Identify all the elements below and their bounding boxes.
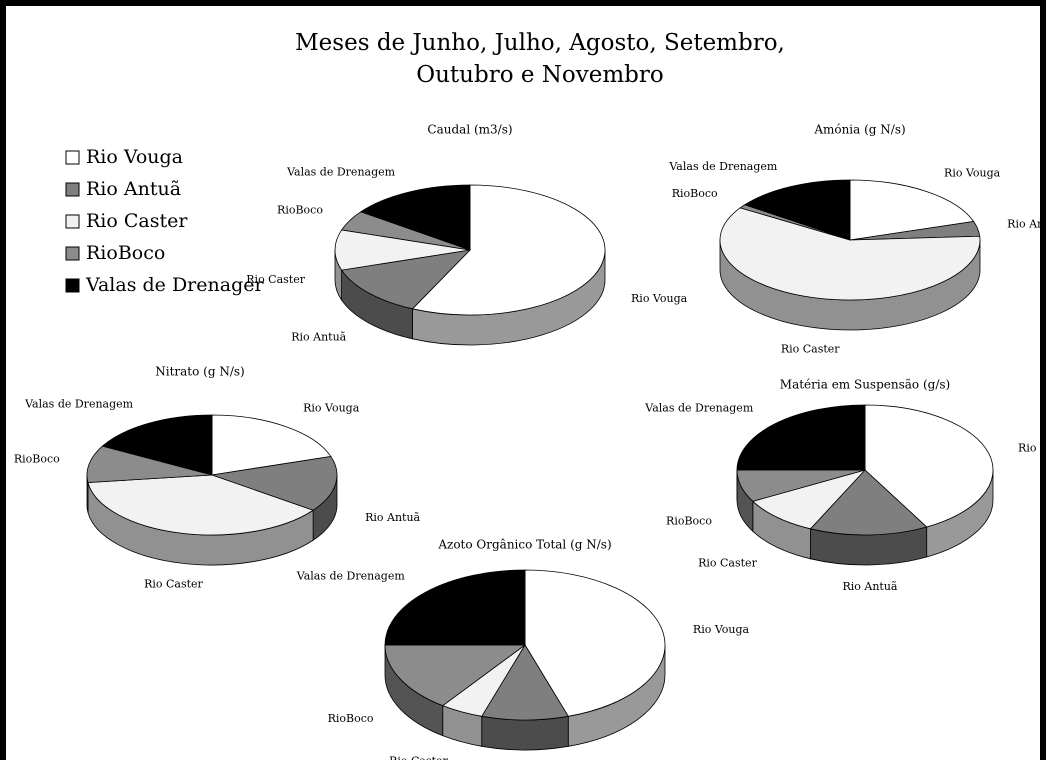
slice-label: Rio Vouga bbox=[631, 292, 688, 305]
pie-slice bbox=[524, 569, 666, 717]
slice-label: RioBoco bbox=[277, 204, 323, 217]
pie-title: Amónia (g N/s) bbox=[813, 123, 905, 137]
slice-label: Rio Antuã bbox=[291, 331, 346, 344]
slice-label: Valas de Drenagem bbox=[24, 397, 134, 410]
pie-slice bbox=[411, 184, 606, 316]
pie-slice bbox=[334, 229, 471, 271]
legend-swatch bbox=[65, 182, 80, 197]
slice-label: Rio Caster bbox=[144, 577, 203, 590]
slice-label: RioBoco bbox=[672, 187, 718, 200]
slice-label: RioBoco bbox=[666, 515, 712, 528]
legend-label: Rio Vouga bbox=[86, 146, 183, 168]
pie-slice bbox=[864, 404, 994, 528]
pie-slice bbox=[752, 469, 867, 530]
pie-slice bbox=[340, 249, 472, 310]
legend-swatch bbox=[65, 150, 80, 165]
legend-label: Rio Antuã bbox=[86, 178, 181, 200]
pie-slice bbox=[743, 179, 851, 241]
pie-title: Azoto Orgânico Total (g N/s) bbox=[437, 538, 611, 552]
legend-swatch bbox=[65, 214, 80, 229]
pie-side bbox=[481, 715, 569, 751]
pie-slice bbox=[849, 179, 975, 241]
slice-label: Rio Vouga bbox=[693, 623, 750, 636]
slice-label: Rio Antuã bbox=[842, 580, 897, 593]
pie-title: Nitrato (g N/s) bbox=[155, 365, 244, 379]
legend-swatch bbox=[65, 246, 80, 261]
slice-label: Rio Antuã bbox=[1007, 218, 1046, 231]
legend-label: Rio Caster bbox=[86, 210, 188, 232]
slice-label: Rio Caster bbox=[246, 273, 305, 286]
slice-label: Valas de Drenagem bbox=[644, 401, 754, 414]
slice-label: RioBoco bbox=[328, 712, 374, 725]
pie-slice bbox=[211, 456, 338, 511]
pie-slice bbox=[719, 207, 981, 301]
pie-slice bbox=[481, 644, 569, 721]
slice-label: Valas de Drenagem bbox=[286, 165, 396, 178]
legend-swatch bbox=[65, 278, 80, 293]
legend-label: RioBoco bbox=[86, 242, 165, 264]
pie-slice bbox=[736, 404, 866, 471]
pie-title: Caudal (m3/s) bbox=[427, 123, 512, 137]
pie-slice bbox=[809, 469, 928, 536]
pie-slice bbox=[101, 414, 213, 476]
slice-label: Rio Vouga bbox=[303, 402, 360, 415]
legend-label: Valas de Drenager bbox=[85, 274, 264, 296]
slice-label: Valas de Drenagem bbox=[296, 569, 406, 582]
chart-title: Meses de Junho, Julho, Agosto, Setembro, bbox=[295, 30, 785, 56]
chart-title: Outubro e Novembro bbox=[416, 62, 663, 88]
slice-label: Valas de Drenagem bbox=[668, 160, 778, 173]
slice-label: RioBoco bbox=[14, 453, 60, 466]
slice-label: Rio Caster bbox=[698, 556, 757, 569]
pie-slice bbox=[384, 644, 527, 707]
pie-slice bbox=[211, 414, 332, 476]
slice-label: Rio Vouga bbox=[1018, 441, 1046, 454]
slice-label: Rio Caster bbox=[781, 342, 840, 355]
pie-slice bbox=[359, 184, 471, 251]
pie-slice bbox=[87, 474, 315, 536]
slice-label: Rio Caster bbox=[389, 754, 448, 760]
slice-label: Rio Antuã bbox=[365, 511, 420, 524]
pie-slice bbox=[384, 569, 526, 646]
pie-title: Matéria em Suspensão (g/s) bbox=[780, 378, 950, 392]
pie-slice bbox=[86, 445, 213, 483]
slice-label: Rio Vouga bbox=[944, 167, 1001, 180]
